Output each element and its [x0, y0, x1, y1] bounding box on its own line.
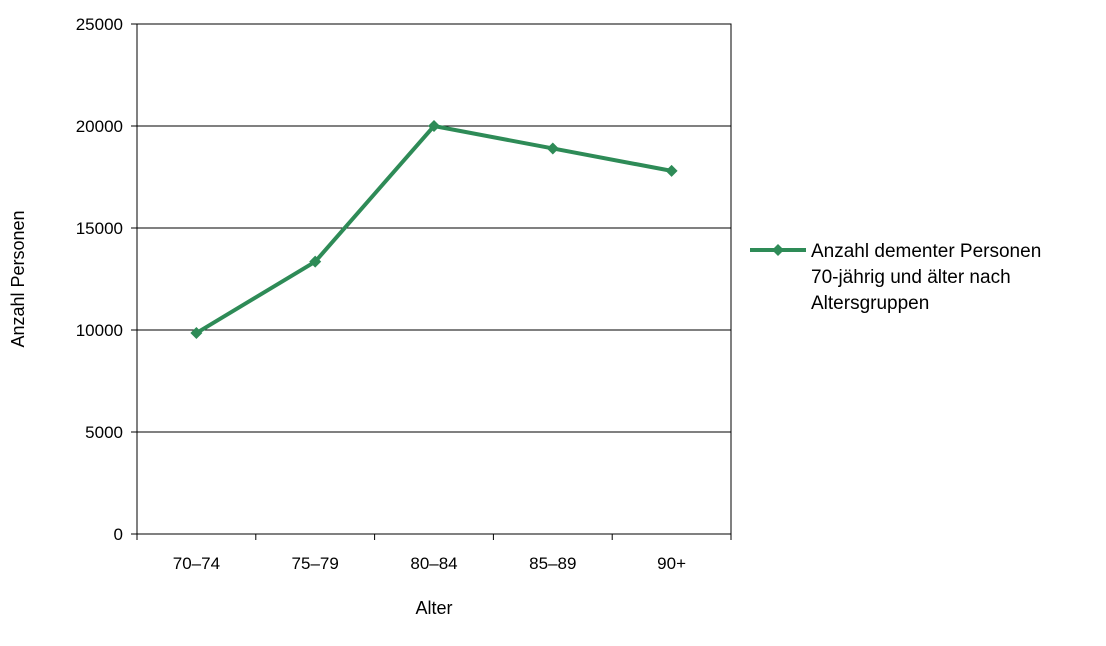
y-axis-title: Anzahl Personen	[8, 210, 28, 347]
data-point-marker	[309, 255, 322, 268]
data-point-marker	[428, 120, 440, 132]
y-tick-label: 15000	[76, 219, 123, 238]
legend-label: Anzahl dementer Personen 70-jährig und äl…	[811, 241, 1041, 314]
y-tick-label: 0	[114, 525, 123, 544]
y-tick-label: 5000	[85, 423, 123, 442]
grid-lines	[137, 125, 731, 433]
series-line	[195, 124, 672, 335]
y-tick-labels: 0 5000 10000 15000 20000 25000	[76, 15, 123, 544]
plot-area-frame	[136, 23, 732, 535]
legend-marker-diamond	[772, 244, 784, 256]
legend: Anzahl dementer Personen 70-jährig und äl…	[750, 241, 1041, 314]
x-tick-label: 70–74	[173, 554, 220, 573]
series-line-group	[190, 120, 678, 340]
axes	[131, 23, 732, 540]
y-tick-label: 10000	[76, 321, 123, 340]
data-point-marker	[190, 327, 203, 340]
x-tick-labels: 70–74 75–79 80–84 85–89 90+	[173, 554, 686, 573]
x-tick-label: 90+	[657, 554, 686, 573]
data-point-marker	[546, 142, 559, 155]
x-tick-label: 80–84	[410, 554, 457, 573]
y-tick-label: 25000	[76, 15, 123, 34]
x-tick-label: 75–79	[292, 554, 339, 573]
data-point-marker	[665, 164, 678, 177]
x-axis-title: Alter	[415, 598, 452, 618]
x-tick-label: 85–89	[529, 554, 576, 573]
y-tick-label: 20000	[76, 117, 123, 136]
